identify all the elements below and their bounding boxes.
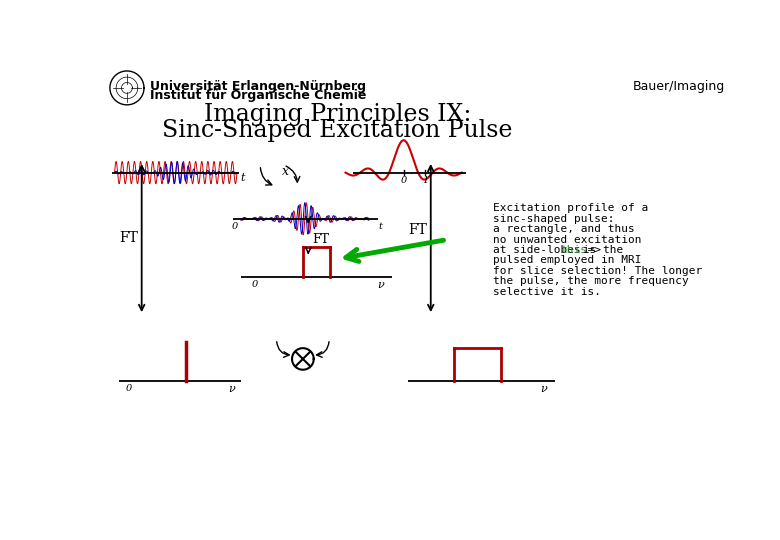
Text: 1: 1 bbox=[422, 177, 428, 185]
Text: t: t bbox=[240, 173, 245, 184]
Text: Institut für Organische Chemie: Institut für Organische Chemie bbox=[151, 90, 367, 103]
Text: ν: ν bbox=[377, 280, 384, 289]
Text: Excitation profile of a: Excitation profile of a bbox=[493, 204, 648, 213]
Text: is the: is the bbox=[576, 245, 623, 255]
Text: the pulse, the more frequency: the pulse, the more frequency bbox=[493, 276, 689, 286]
Text: ν: ν bbox=[229, 383, 235, 394]
Text: Sinc-Shaped Excitation Pulse: Sinc-Shaped Excitation Pulse bbox=[162, 119, 513, 141]
Text: at side-lobes =>: at side-lobes => bbox=[493, 245, 608, 255]
Text: selective it is.: selective it is. bbox=[493, 287, 601, 296]
Text: for slice selection! The longer: for slice selection! The longer bbox=[493, 266, 702, 276]
Text: 0: 0 bbox=[232, 222, 238, 231]
Text: x: x bbox=[282, 165, 289, 178]
Text: 0: 0 bbox=[126, 383, 133, 393]
Text: this: this bbox=[560, 245, 587, 255]
Text: 0: 0 bbox=[252, 280, 258, 288]
Text: Universität Erlangen-Nürnberg: Universität Erlangen-Nürnberg bbox=[151, 80, 366, 93]
Text: 0: 0 bbox=[400, 177, 406, 185]
Text: Imaging Principles IX:: Imaging Principles IX: bbox=[204, 103, 471, 126]
Text: pulsed employed in MRI: pulsed employed in MRI bbox=[493, 255, 641, 265]
Text: FT: FT bbox=[408, 224, 427, 238]
Text: sinc-shaped pulse:: sinc-shaped pulse: bbox=[493, 214, 615, 224]
Text: FT: FT bbox=[119, 231, 138, 245]
Text: t: t bbox=[379, 222, 383, 231]
Text: a rectangle, and thus: a rectangle, and thus bbox=[493, 224, 634, 234]
Text: no unwanted excitation: no unwanted excitation bbox=[493, 234, 641, 245]
Text: Bauer/Imaging: Bauer/Imaging bbox=[633, 80, 725, 93]
Text: ν: ν bbox=[540, 383, 547, 394]
Text: FT: FT bbox=[312, 233, 329, 246]
